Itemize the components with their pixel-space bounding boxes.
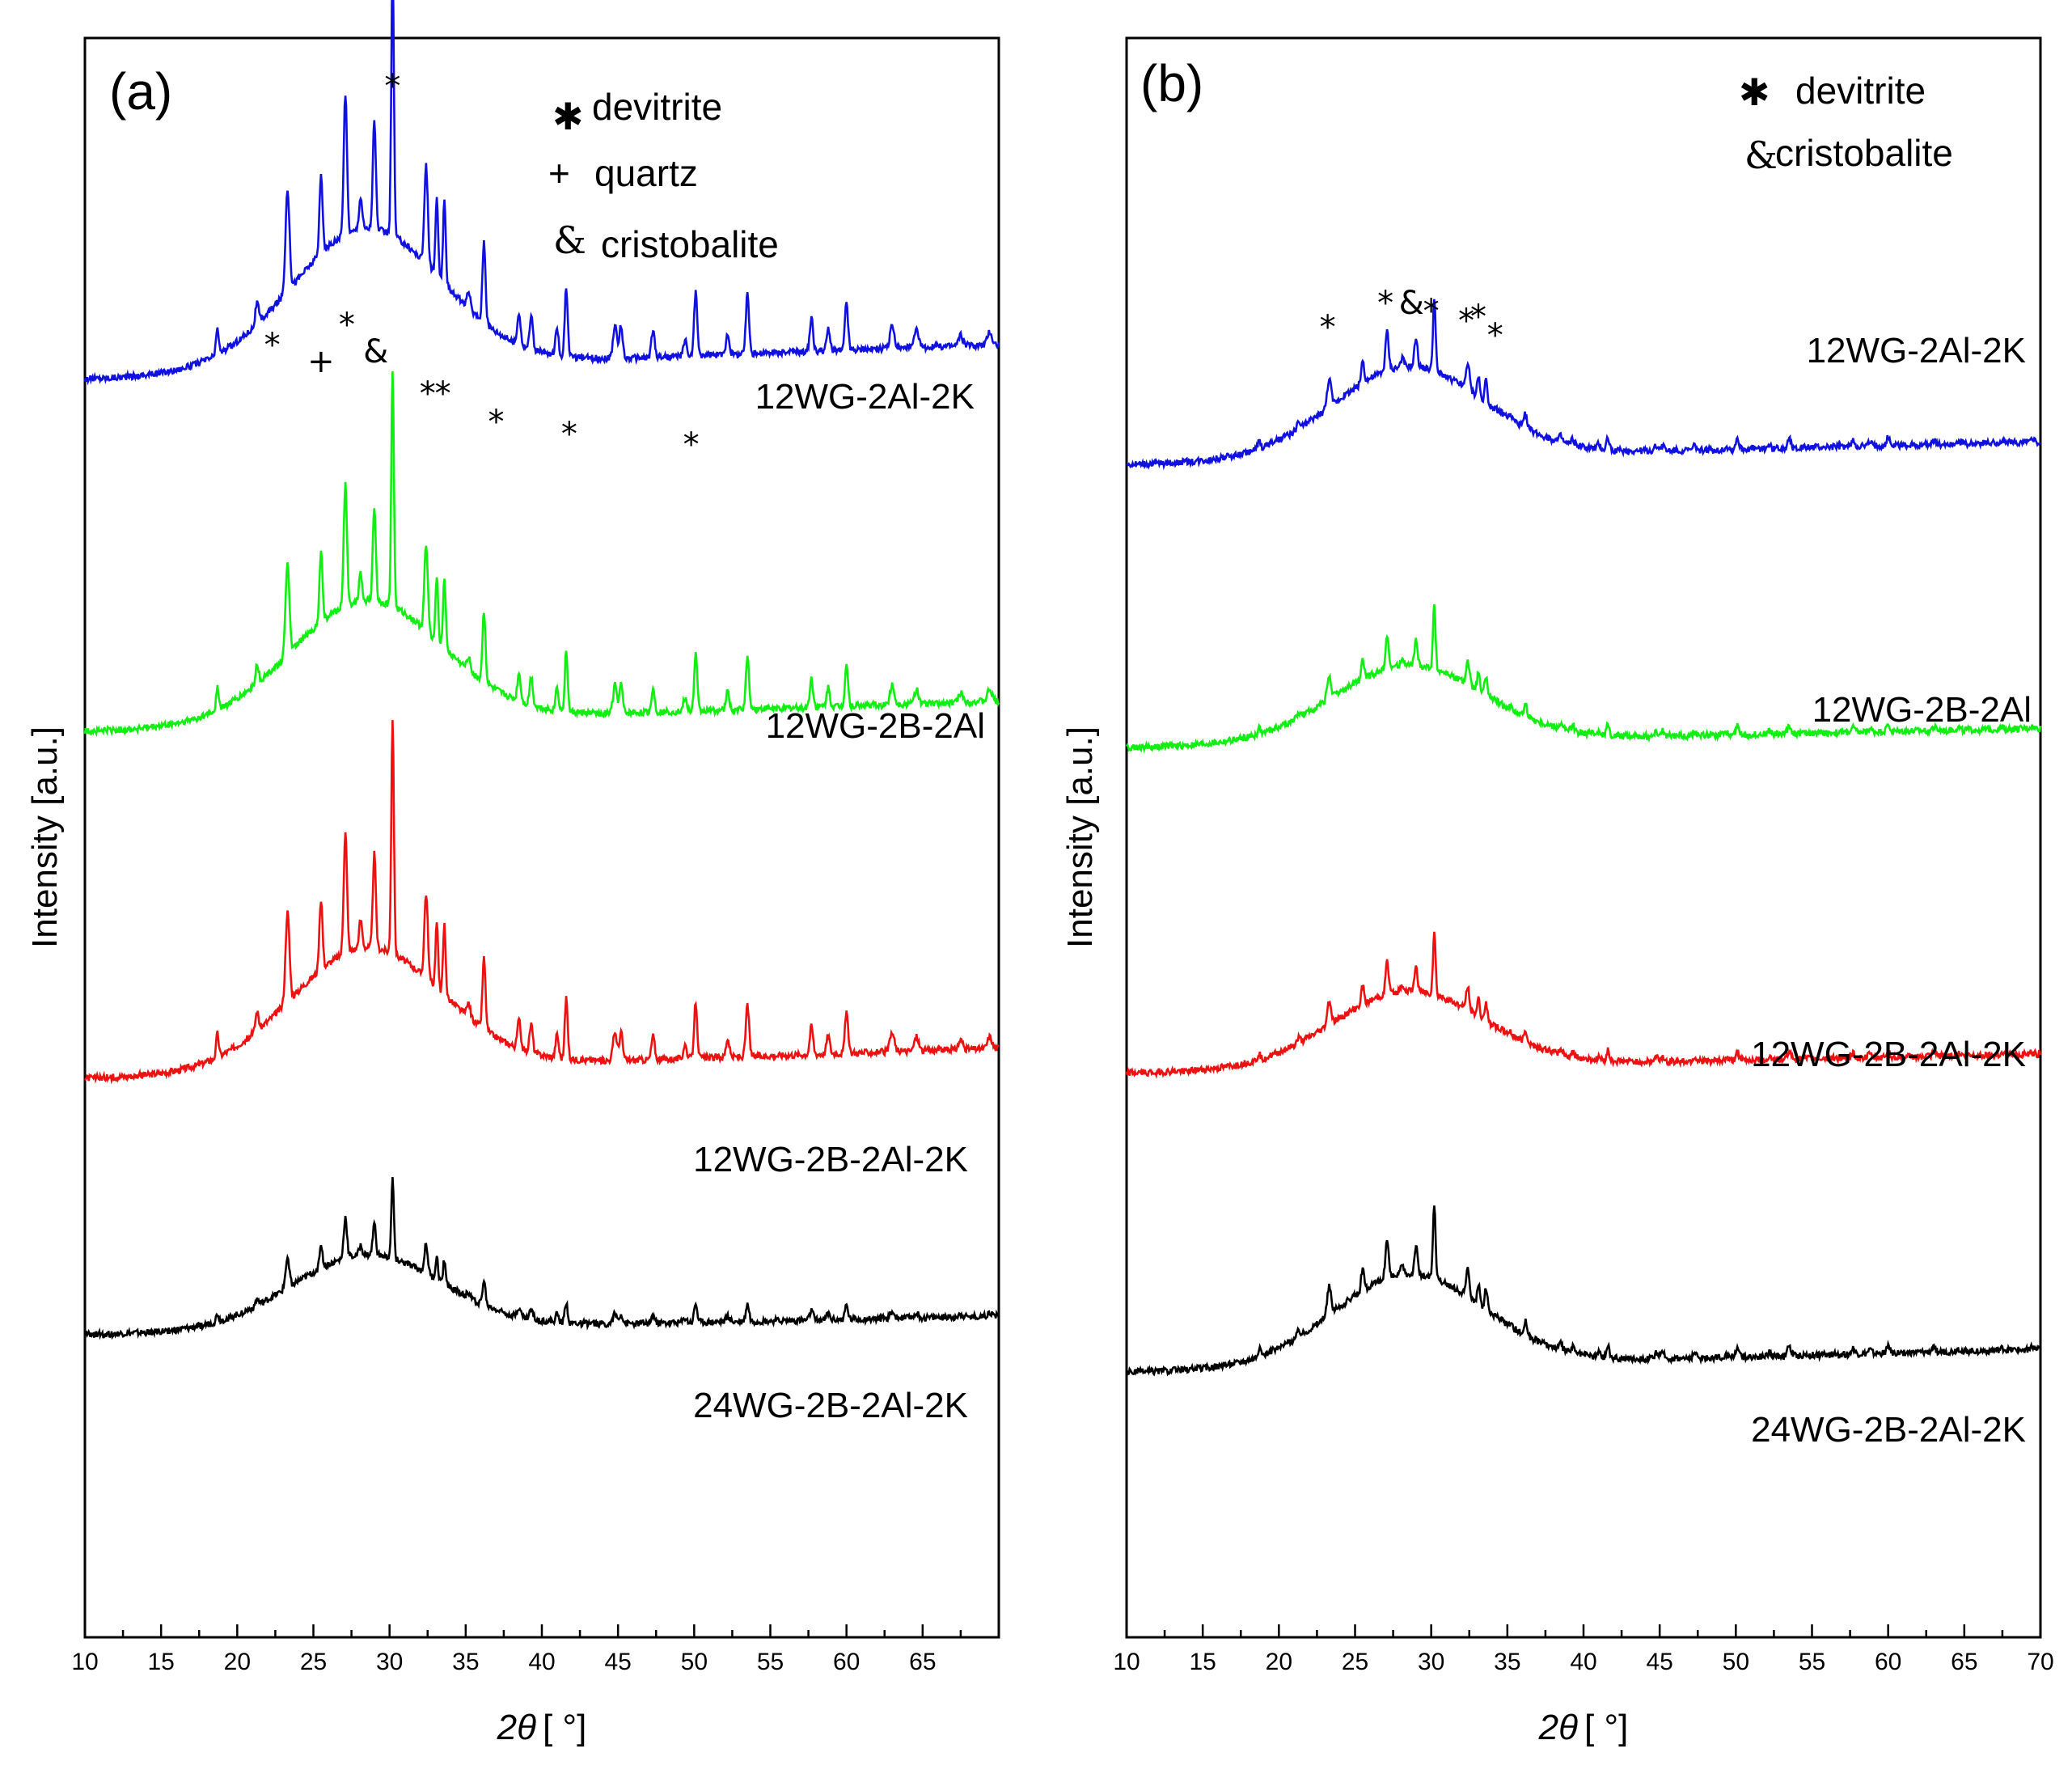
xrd-curve-24wg-2b-2al-2k [1125,1205,2041,1377]
series-label-12wg-2b-2al-2k: 12WG-2B-2Al-2K [693,1140,968,1179]
panel-b-x-ticks: 10 15 20 25 30 35 40 45 50 55 60 65 70 [1113,1624,2054,1675]
xrd-curve-12wg-2b-2al-2k [1125,931,2042,1079]
x-title-theta: θ [517,1708,536,1747]
x-tick-label: 15 [1189,1649,1216,1675]
x-tick-label: 30 [376,1649,403,1675]
x-tick-label: 10 [1113,1649,1140,1675]
xrd-curve-24wg-2b-2al-2k [83,1177,1000,1340]
cristobalite-marker: & [363,333,388,370]
series-label-12wg-2al-2k: 12WG-2Al-2K [755,377,975,417]
devitrite-marker: * [339,307,355,344]
x-title-b-theta: θ [1558,1708,1578,1747]
xrd-curve-12wg-2b-2al [83,370,1000,738]
series-b-label-12wg-2b-2al: 12WG-2B-2Al [1812,690,2032,730]
legend-b-cristobalite-symbol: & [1744,133,1778,177]
x-title-unit: [ °] [543,1708,586,1747]
x-tick-label: 45 [604,1649,631,1675]
panel-a-x-axis-title: 2θ[ °] [497,1708,587,1747]
devitrite-marker: * [1458,303,1474,340]
series-label-12wg-2b-2al: 12WG-2B-2Al [766,706,985,746]
x-tick-label: 35 [1494,1649,1520,1675]
devitrite-marker: * [384,68,400,105]
x-tick-label: 50 [681,1649,708,1675]
x-tick-label: 45 [1646,1649,1672,1675]
panel-a-label: (a) [109,62,172,121]
x-title-b-unit: [ °] [1584,1708,1628,1747]
x-tick-label: 65 [909,1649,936,1675]
devitrite-marker: * [683,426,700,464]
legend-b-devitrite-symbol: ✱ [1739,70,1770,114]
panel-b-series-labels: 12WG-2Al-2K 12WG-2B-2Al 12WG-2B-2Al-2K 2… [1751,331,2032,1450]
devitrite-marker: * [435,375,451,413]
x-title-b-prefix: 2 [1538,1708,1558,1747]
quartz-marker: + [307,343,335,380]
x-tick-label: 55 [757,1649,784,1675]
legend-devitrite-symbol: ✱ [552,95,584,138]
xrd-curve-12wg-2al-2k [83,0,1000,386]
devitrite-marker: * [1320,309,1336,346]
panel-a: 10 15 20 25 30 35 40 45 50 55 60 65 * +*&**** * * (a) … [25,0,1000,1747]
x-tick-label: 30 [1418,1649,1444,1675]
x-tick-label: 20 [1266,1649,1292,1675]
legend-b-cristobalite-label: cristobalite [1775,132,1953,174]
legend-b-devitrite-label: devitrite [1795,70,1926,112]
panel-a-series-labels: 12WG-2Al-2K 12WG-2B-2Al 12WG-2B-2Al-2K 2… [693,377,985,1425]
xrd-curve-12wg-2b-2al-2k [83,720,1000,1085]
x-tick-label: 60 [833,1649,860,1675]
panel-b-frame [1125,36,2042,1639]
x-tick-label: 15 [147,1649,174,1675]
x-tick-label: 35 [452,1649,479,1675]
devitrite-marker: * [561,416,577,453]
xrd-curve-12wg-2b-2al [1125,603,2042,754]
legend-quartz-label: quartz [594,152,698,194]
x-tick-label: 25 [300,1649,327,1675]
xrd-curve-12wg-2al-2k [1126,298,2042,471]
series-b-label-12wg-2b-2al-2k: 12WG-2B-2Al-2K [1751,1035,2026,1074]
devitrite-marker: * [1423,293,1440,330]
cristobalite-marker: & [1399,285,1424,322]
panel-a-legend: ✱ devitrite + quartz & cristobalite [548,86,779,265]
x-title-prefix: 2 [497,1708,517,1747]
legend-quartz-symbol: + [548,152,570,194]
devitrite-marker: * [264,327,281,364]
devitrite-marker: * [488,404,505,441]
panel-a-curves [83,0,1000,1340]
x-tick-label: 40 [528,1649,555,1675]
x-tick-label: 20 [224,1649,251,1675]
panel-b: 10 15 20 25 30 35 40 45 50 55 60 65 70 ** &* ** * (b) ✱… [1060,36,2054,1747]
devitrite-marker: * [420,375,436,413]
panel-b-label: (b) [1140,54,1203,112]
x-tick-label: 70 [2027,1649,2053,1675]
devitrite-marker: * [1377,285,1393,322]
x-tick-label: 50 [1723,1649,1749,1675]
panel-b-x-axis-title: 2θ[ °] [1538,1708,1629,1747]
x-tick-label: 40 [1570,1649,1596,1675]
series-b-label-12wg-2al-2k: 12WG-2Al-2K [1807,331,2026,370]
panel-b-curves [1125,298,2042,1377]
devitrite-marker: * [1470,298,1486,336]
x-tick-label: 10 [71,1649,98,1675]
x-tick-label: 55 [1799,1649,1825,1675]
panel-b-legend: ✱ devitrite & cristobalite [1739,70,1953,177]
panel-a-y-axis-title: Intensity [a.u.] [25,726,65,948]
x-tick-label: 60 [1875,1649,1901,1675]
series-label-24wg-2b-2al-2k: 24WG-2B-2Al-2K [693,1386,968,1425]
x-tick-label: 65 [1951,1649,1977,1675]
panel-b-y-axis-title: Intensity [a.u.] [1060,726,1100,948]
legend-devitrite-label: devitrite [592,86,722,128]
panel-a-phase-markers: * +*&**** * * [264,68,700,464]
legend-cristobalite-label: cristobalite [601,223,779,265]
x-tick-label: 25 [1342,1649,1368,1675]
panel-a-x-ticks: 10 15 20 25 30 35 40 45 50 55 60 65 [71,1624,1000,1675]
devitrite-marker: * [1487,317,1503,354]
series-b-label-24wg-2b-2al-2k: 24WG-2B-2Al-2K [1751,1410,2026,1450]
legend-cristobalite-symbol: & [553,218,586,262]
panel-b-phase-markers: ** &* ** * [1320,285,1503,354]
